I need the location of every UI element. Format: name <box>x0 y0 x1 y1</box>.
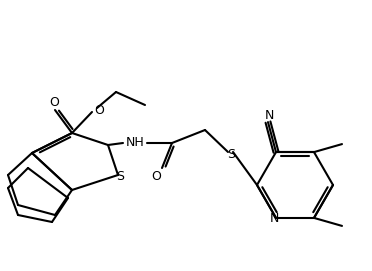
Text: O: O <box>94 105 104 118</box>
Text: S: S <box>116 170 124 183</box>
Text: N: N <box>264 109 274 122</box>
Text: O: O <box>151 169 161 182</box>
Text: NH: NH <box>126 137 144 150</box>
Text: S: S <box>227 147 235 160</box>
Text: N: N <box>269 212 279 225</box>
Text: O: O <box>49 95 59 108</box>
